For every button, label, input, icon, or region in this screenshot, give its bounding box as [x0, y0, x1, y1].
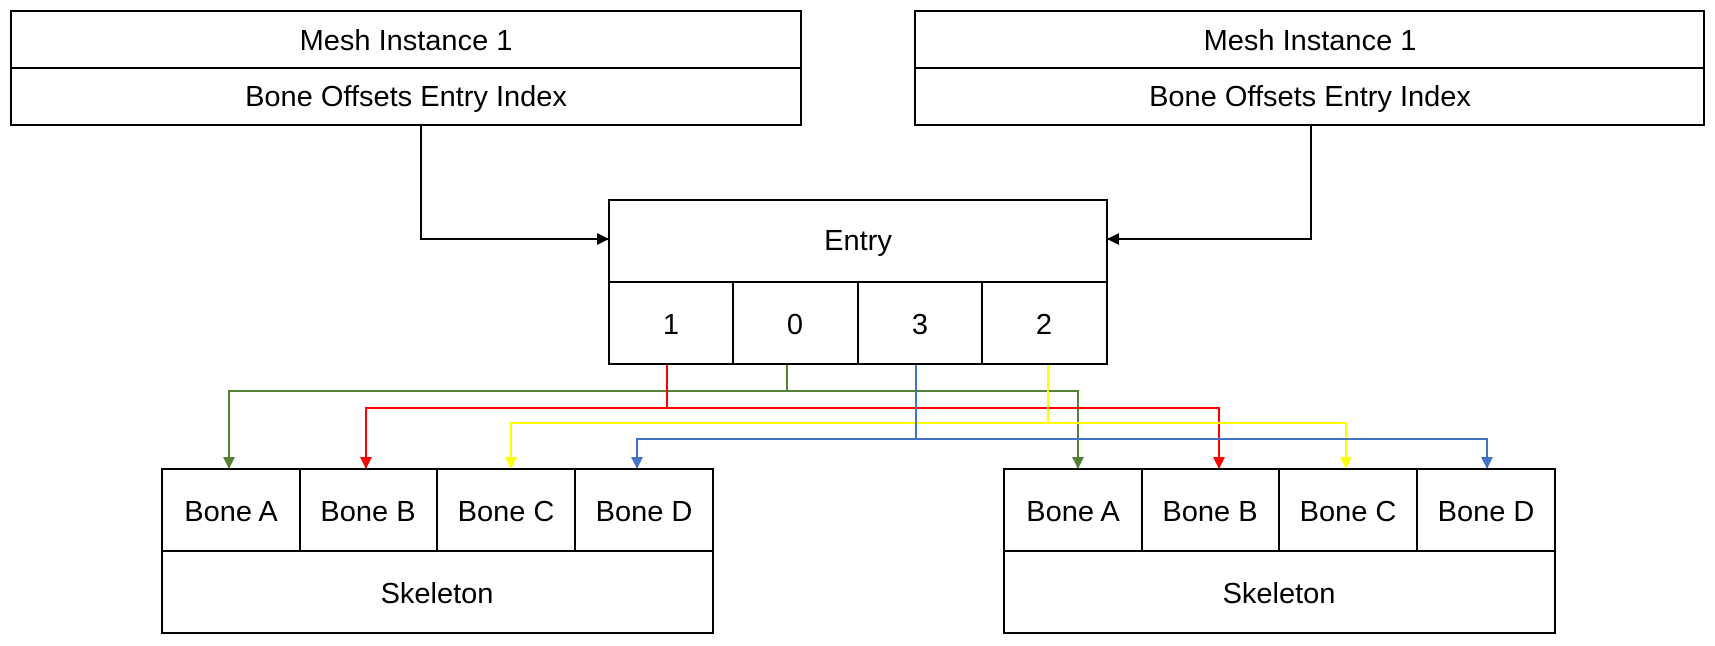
skeleton-label: Skeleton — [1223, 578, 1336, 610]
bone-cell: Bone B — [1162, 496, 1257, 528]
index-1-to-bone-b-connector-2 — [667, 407, 1220, 468]
mesh-instance-title: Mesh Instance 1 — [1204, 25, 1417, 57]
entry-box: Entry 1 0 3 2 — [608, 199, 1108, 365]
index-0-to-bone-a-connector-2 — [787, 390, 1079, 468]
skeleton-box-left: Bone A Bone B Bone C Bone D Skeleton — [161, 468, 714, 634]
mesh-instance-box-right: Mesh Instance 1 Bone Offsets Entry Index — [914, 10, 1705, 126]
index-2-to-bone-c-connector — [510, 364, 1049, 468]
index-3-to-bone-d-connector-2 — [916, 438, 1488, 468]
bone-cell: Bone C — [1300, 496, 1397, 528]
mesh-2-to-entry-arrow — [1107, 126, 1312, 245]
skeleton-box-right: Bone A Bone B Bone C Bone D Skeleton — [1003, 468, 1556, 634]
entry-index-cell: 0 — [787, 309, 803, 341]
index-3-to-bone-d-connector — [636, 364, 917, 468]
mesh-instance-title: Mesh Instance 1 — [300, 25, 513, 57]
entry-index-cell: 3 — [912, 309, 928, 341]
bone-cell: Bone D — [1438, 496, 1535, 528]
entry-index-cell: 2 — [1036, 309, 1052, 341]
mesh-instance-subtitle: Bone Offsets Entry Index — [1149, 81, 1471, 113]
bone-cell: Bone A — [184, 496, 278, 528]
mesh-instance-box-left: Mesh Instance 1 Bone Offsets Entry Index — [10, 10, 802, 126]
entry-index-cell: 1 — [663, 309, 679, 341]
bone-cell: Bone A — [1026, 496, 1120, 528]
skeleton-label: Skeleton — [381, 578, 494, 610]
index-2-to-bone-c-connector-2 — [1048, 422, 1347, 468]
bone-cell: Bone C — [458, 496, 555, 528]
entry-title: Entry — [824, 225, 892, 257]
index-1-to-bone-b-connector — [365, 364, 668, 468]
mesh-instance-subtitle: Bone Offsets Entry Index — [245, 81, 567, 113]
index-0-to-bone-a-connector — [228, 364, 788, 468]
mesh-1-to-entry-arrow — [420, 126, 609, 245]
bone-cell: Bone D — [596, 496, 693, 528]
bone-cell: Bone B — [320, 496, 415, 528]
